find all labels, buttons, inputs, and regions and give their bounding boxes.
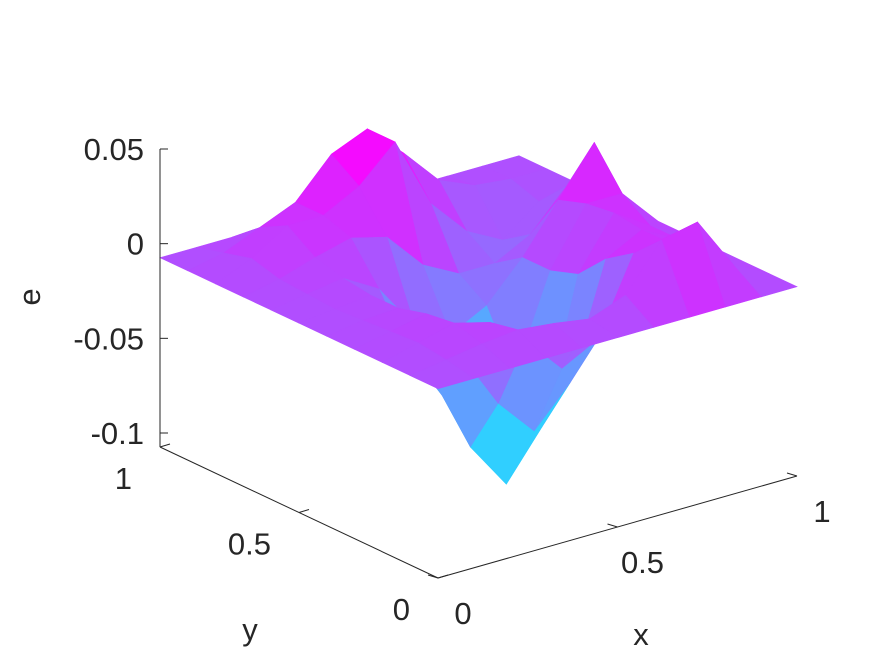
tick-label: 0.5 [621, 545, 664, 580]
x-axis-label: x [633, 617, 649, 652]
tick-label: -0.05 [73, 321, 144, 356]
tick-mark [607, 523, 618, 528]
y-axis-label: y [242, 612, 258, 647]
tick-label: -0.1 [91, 416, 144, 451]
tick-mark [437, 574, 449, 579]
tick-label: 0.05 [84, 132, 144, 167]
tick-label: 0 [393, 592, 410, 627]
tick-label: 1 [813, 494, 830, 529]
tick-mark [427, 574, 439, 579]
tick-mark [159, 443, 171, 448]
tick-label: 1 [115, 461, 132, 496]
surface-mesh [159, 128, 798, 485]
surface-patch [557, 141, 623, 205]
tick-label: 0 [454, 596, 471, 631]
tick-label: 0.5 [228, 527, 271, 562]
z-axis-label: e [12, 288, 47, 305]
tick-label: 0 [127, 227, 144, 262]
tick-mark [786, 472, 798, 477]
surface-patch [409, 359, 475, 390]
axes: 0.05 0 -0.05 -0.1 0 0.5 1 0 0.5 1 [73, 132, 830, 631]
tick-mark [298, 509, 310, 513]
